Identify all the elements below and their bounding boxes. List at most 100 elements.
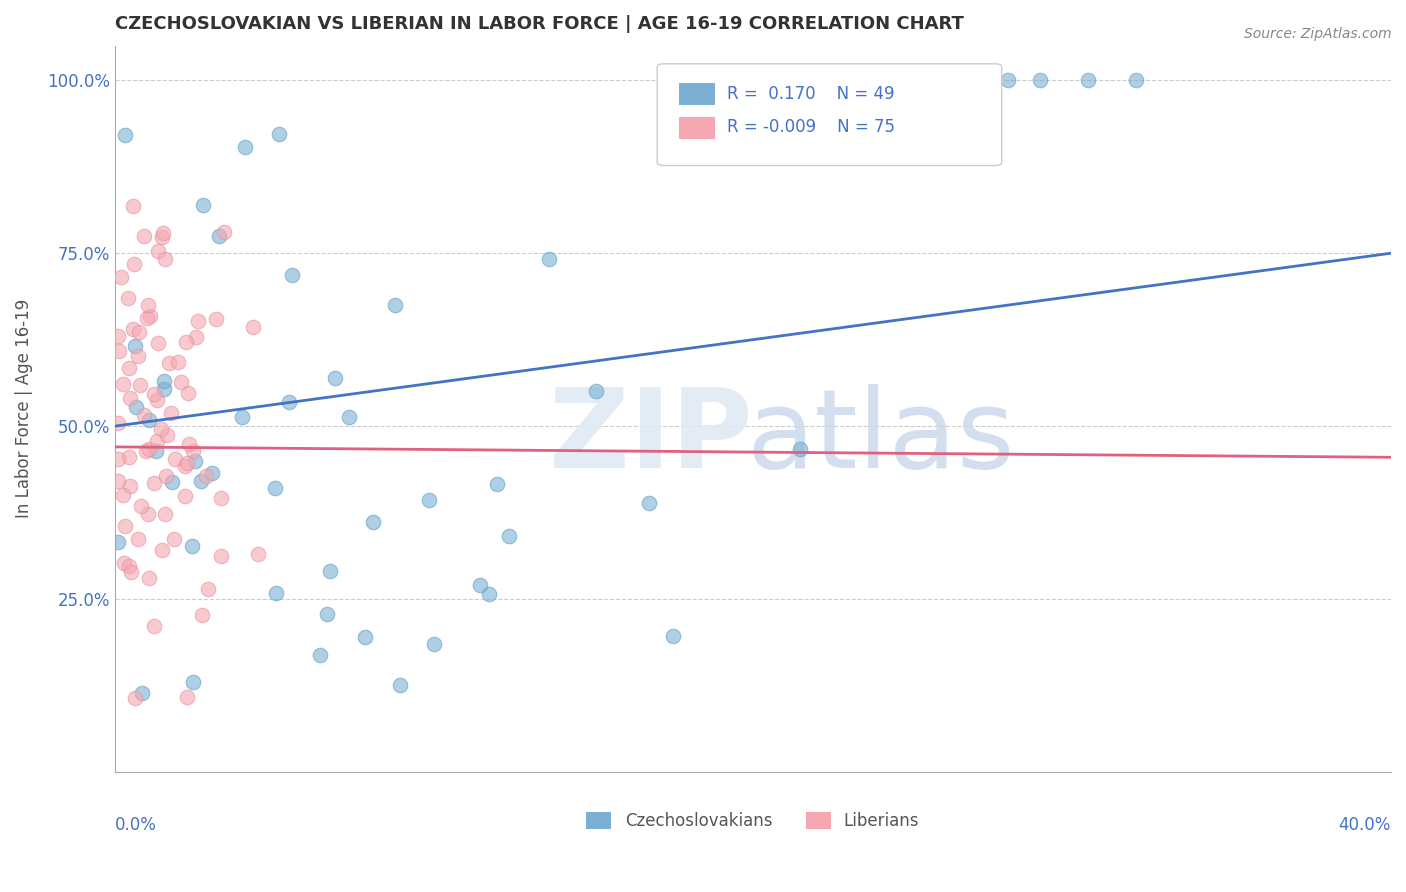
Point <box>128 377 150 392</box>
Point <box>107 535 129 549</box>
Point <box>585 384 607 398</box>
Point <box>965 73 987 87</box>
Point <box>122 257 145 271</box>
Point <box>354 630 377 644</box>
Point <box>269 128 291 142</box>
Point <box>152 226 174 240</box>
Point <box>153 375 176 389</box>
Point <box>129 499 152 513</box>
Point <box>112 557 135 571</box>
Point <box>112 488 135 502</box>
Point <box>165 452 187 467</box>
Point <box>155 469 177 483</box>
Point <box>107 416 129 430</box>
Point <box>246 547 269 561</box>
Point <box>167 355 190 369</box>
Text: ZIP: ZIP <box>550 384 752 491</box>
Point <box>156 428 179 442</box>
Point <box>389 678 412 692</box>
Point <box>638 496 661 510</box>
Point <box>537 252 560 267</box>
Point <box>142 476 165 491</box>
Point <box>1125 73 1147 87</box>
Point <box>138 442 160 457</box>
Point <box>138 413 160 427</box>
Point <box>997 73 1019 87</box>
Point <box>117 291 139 305</box>
Point <box>131 686 153 700</box>
Point <box>264 481 287 495</box>
Point <box>152 542 174 557</box>
Point <box>209 549 232 563</box>
Point <box>661 629 683 643</box>
Point <box>174 489 197 503</box>
Point <box>160 406 183 420</box>
Point <box>114 519 136 533</box>
Point <box>136 310 159 325</box>
Point <box>278 395 301 409</box>
Point <box>110 270 132 285</box>
Point <box>309 648 332 662</box>
Point <box>315 607 337 621</box>
FancyBboxPatch shape <box>679 84 714 105</box>
Point <box>118 479 141 493</box>
Point <box>118 392 141 406</box>
Point <box>118 450 141 464</box>
FancyBboxPatch shape <box>657 64 1001 166</box>
Point <box>468 577 491 591</box>
Point <box>181 444 204 458</box>
Point <box>180 539 202 553</box>
Point <box>135 443 157 458</box>
Point <box>122 321 145 335</box>
Point <box>124 339 146 353</box>
Text: Source: ZipAtlas.com: Source: ZipAtlas.com <box>1244 27 1392 41</box>
Point <box>281 268 304 282</box>
Point <box>146 244 169 259</box>
Point <box>108 344 131 359</box>
Point <box>318 564 340 578</box>
Point <box>212 225 235 239</box>
Text: atlas: atlas <box>747 384 1015 491</box>
Point <box>136 508 159 522</box>
Point <box>148 335 170 350</box>
Point <box>174 458 197 473</box>
Point <box>197 582 219 596</box>
Point <box>120 565 142 579</box>
Legend: Czechoslovakians, Liberians: Czechoslovakians, Liberians <box>579 805 927 837</box>
Point <box>145 434 167 449</box>
Point <box>233 139 256 153</box>
Point <box>485 477 508 491</box>
Point <box>107 452 129 467</box>
Point <box>163 532 186 546</box>
Point <box>789 442 811 456</box>
Point <box>150 230 173 244</box>
Point <box>264 585 287 599</box>
FancyBboxPatch shape <box>679 117 714 138</box>
Point <box>160 475 183 490</box>
Text: R =  0.170    N = 49: R = 0.170 N = 49 <box>727 85 894 103</box>
Point <box>177 437 200 451</box>
Point <box>107 474 129 488</box>
Point <box>339 410 361 425</box>
Point <box>134 228 156 243</box>
Point <box>423 637 446 651</box>
Point <box>323 371 346 385</box>
Point <box>127 533 149 547</box>
Point <box>177 386 200 401</box>
Point <box>200 467 222 481</box>
Point <box>153 382 176 396</box>
Point <box>142 387 165 401</box>
Point <box>121 199 143 213</box>
Point <box>361 515 384 529</box>
Point <box>183 454 205 468</box>
Point <box>150 422 173 436</box>
Point <box>143 619 166 633</box>
Point <box>145 444 167 458</box>
Point <box>176 690 198 705</box>
Point <box>184 330 207 344</box>
Point <box>191 198 214 212</box>
Point <box>176 456 198 470</box>
Point <box>174 335 197 350</box>
Point <box>231 410 253 425</box>
Point <box>1077 73 1099 87</box>
